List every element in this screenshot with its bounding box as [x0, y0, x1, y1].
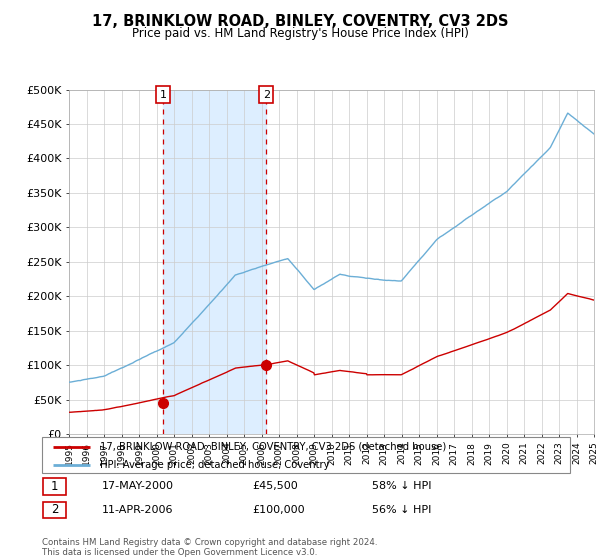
Text: 58% ↓ HPI: 58% ↓ HPI	[372, 482, 431, 491]
Text: Contains HM Land Registry data © Crown copyright and database right 2024.
This d: Contains HM Land Registry data © Crown c…	[42, 538, 377, 557]
Text: 1: 1	[51, 480, 58, 493]
Text: £45,500: £45,500	[252, 482, 298, 491]
Text: 56% ↓ HPI: 56% ↓ HPI	[372, 505, 431, 515]
Text: £100,000: £100,000	[252, 505, 305, 515]
Text: 17, BRINKLOW ROAD, BINLEY, COVENTRY, CV3 2DS: 17, BRINKLOW ROAD, BINLEY, COVENTRY, CV3…	[92, 14, 508, 29]
Text: 1: 1	[160, 90, 167, 100]
Text: 2: 2	[51, 503, 58, 516]
Bar	[163, 90, 266, 434]
Text: HPI: Average price, detached house, Coventry: HPI: Average price, detached house, Cove…	[100, 460, 329, 470]
Text: 11-APR-2006: 11-APR-2006	[102, 505, 173, 515]
Text: 2: 2	[263, 90, 270, 100]
Text: 17, BRINKLOW ROAD, BINLEY, COVENTRY, CV3 2DS (detached house): 17, BRINKLOW ROAD, BINLEY, COVENTRY, CV3…	[100, 442, 446, 452]
Text: Price paid vs. HM Land Registry's House Price Index (HPI): Price paid vs. HM Land Registry's House …	[131, 27, 469, 40]
Text: 17-MAY-2000: 17-MAY-2000	[102, 482, 174, 491]
